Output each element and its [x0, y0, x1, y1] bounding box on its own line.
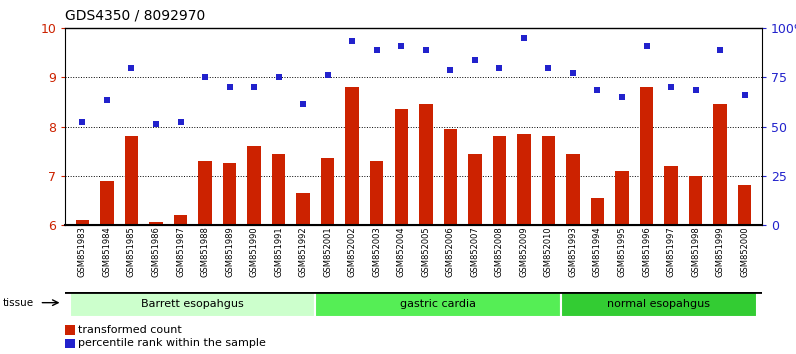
Bar: [468, 154, 482, 225]
Point: [174, 119, 187, 125]
Point: [591, 87, 604, 92]
Bar: [443, 129, 457, 225]
Bar: [640, 87, 654, 225]
Point: [567, 70, 579, 75]
Bar: [223, 164, 236, 225]
Bar: [665, 166, 677, 225]
Point: [665, 84, 677, 90]
Point: [493, 65, 505, 70]
Bar: [560, 292, 757, 317]
Point: [689, 87, 702, 92]
Text: transformed count: transformed count: [78, 325, 181, 335]
Point: [615, 94, 628, 100]
Text: GDS4350 / 8092970: GDS4350 / 8092970: [65, 9, 205, 23]
Bar: [566, 154, 579, 225]
Point: [248, 84, 260, 90]
Bar: [248, 146, 261, 225]
Point: [199, 75, 212, 80]
Bar: [345, 87, 359, 225]
Bar: [70, 292, 315, 317]
Point: [125, 65, 138, 70]
Point: [272, 75, 285, 80]
Bar: [541, 136, 555, 225]
Text: gastric cardia: gastric cardia: [400, 299, 476, 309]
Point: [150, 121, 162, 127]
Bar: [615, 171, 629, 225]
Point: [517, 35, 530, 41]
Point: [469, 57, 482, 63]
Bar: [296, 193, 310, 225]
Bar: [150, 222, 162, 225]
Bar: [125, 136, 139, 225]
Bar: [689, 176, 702, 225]
Bar: [493, 136, 506, 225]
Bar: [591, 198, 604, 225]
Point: [76, 119, 89, 125]
Bar: [198, 161, 212, 225]
Point: [223, 84, 236, 90]
Point: [345, 38, 358, 44]
Bar: [272, 154, 286, 225]
Bar: [419, 104, 432, 225]
Point: [738, 92, 751, 97]
Bar: [395, 109, 408, 225]
Bar: [315, 292, 560, 317]
Bar: [738, 185, 751, 225]
Bar: [713, 104, 727, 225]
Point: [444, 67, 457, 73]
Point: [542, 65, 555, 70]
Point: [322, 72, 334, 78]
Point: [419, 47, 432, 53]
Bar: [174, 215, 187, 225]
Point: [297, 102, 310, 107]
Text: Barrett esopahgus: Barrett esopahgus: [142, 299, 244, 309]
Text: tissue: tissue: [2, 298, 33, 308]
Text: percentile rank within the sample: percentile rank within the sample: [78, 338, 266, 348]
Point: [395, 43, 408, 48]
Point: [370, 47, 383, 53]
Bar: [100, 181, 114, 225]
Point: [714, 47, 727, 53]
Bar: [517, 134, 531, 225]
Point: [100, 97, 113, 102]
Bar: [370, 161, 384, 225]
Bar: [76, 220, 89, 225]
Bar: [321, 159, 334, 225]
Text: normal esopahgus: normal esopahgus: [607, 299, 710, 309]
Point: [640, 43, 653, 48]
